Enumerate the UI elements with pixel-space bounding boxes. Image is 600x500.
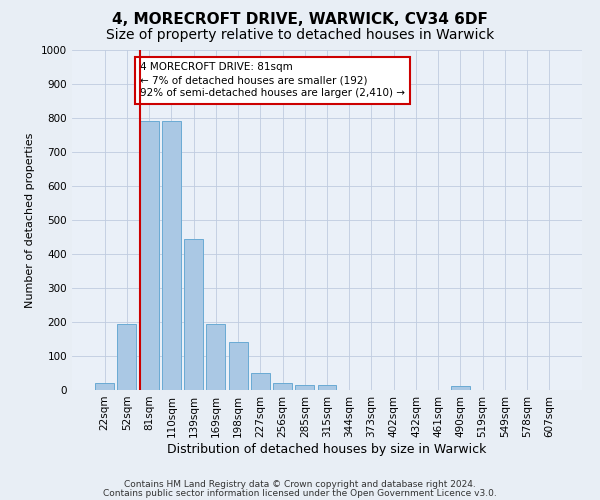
Y-axis label: Number of detached properties: Number of detached properties bbox=[25, 132, 35, 308]
Text: 4 MORECROFT DRIVE: 81sqm
← 7% of detached houses are smaller (192)
92% of semi-d: 4 MORECROFT DRIVE: 81sqm ← 7% of detache… bbox=[140, 62, 405, 98]
Bar bbox=[184, 238, 203, 390]
Text: Contains public sector information licensed under the Open Government Licence v3: Contains public sector information licen… bbox=[103, 488, 497, 498]
Text: Size of property relative to detached houses in Warwick: Size of property relative to detached ho… bbox=[106, 28, 494, 42]
Bar bbox=[162, 122, 181, 390]
Bar bbox=[317, 385, 337, 390]
Bar bbox=[273, 383, 292, 390]
Bar bbox=[251, 373, 270, 390]
Text: 4, MORECROFT DRIVE, WARWICK, CV34 6DF: 4, MORECROFT DRIVE, WARWICK, CV34 6DF bbox=[112, 12, 488, 28]
Bar bbox=[206, 324, 225, 390]
Bar bbox=[229, 342, 248, 390]
Bar bbox=[295, 385, 314, 390]
X-axis label: Distribution of detached houses by size in Warwick: Distribution of detached houses by size … bbox=[167, 442, 487, 456]
Bar bbox=[140, 122, 158, 390]
Bar bbox=[451, 386, 470, 390]
Bar bbox=[118, 324, 136, 390]
Bar bbox=[95, 383, 114, 390]
Text: Contains HM Land Registry data © Crown copyright and database right 2024.: Contains HM Land Registry data © Crown c… bbox=[124, 480, 476, 489]
